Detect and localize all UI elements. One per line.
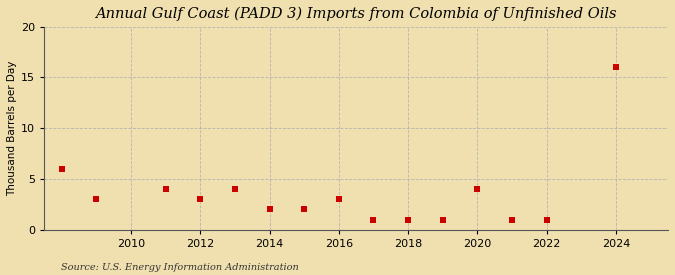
Point bbox=[472, 187, 483, 191]
Point bbox=[333, 197, 344, 202]
Point bbox=[541, 218, 552, 222]
Point bbox=[160, 187, 171, 191]
Text: Source: U.S. Energy Information Administration: Source: U.S. Energy Information Administ… bbox=[61, 263, 298, 272]
Point bbox=[403, 218, 414, 222]
Point bbox=[230, 187, 240, 191]
Y-axis label: Thousand Barrels per Day: Thousand Barrels per Day bbox=[7, 60, 17, 196]
Point bbox=[91, 197, 102, 202]
Point bbox=[264, 207, 275, 212]
Point bbox=[611, 65, 622, 70]
Point bbox=[507, 218, 518, 222]
Point bbox=[437, 218, 448, 222]
Point bbox=[299, 207, 310, 212]
Point bbox=[368, 218, 379, 222]
Title: Annual Gulf Coast (PADD 3) Imports from Colombia of Unfinished Oils: Annual Gulf Coast (PADD 3) Imports from … bbox=[95, 7, 617, 21]
Point bbox=[56, 167, 67, 171]
Point bbox=[195, 197, 206, 202]
